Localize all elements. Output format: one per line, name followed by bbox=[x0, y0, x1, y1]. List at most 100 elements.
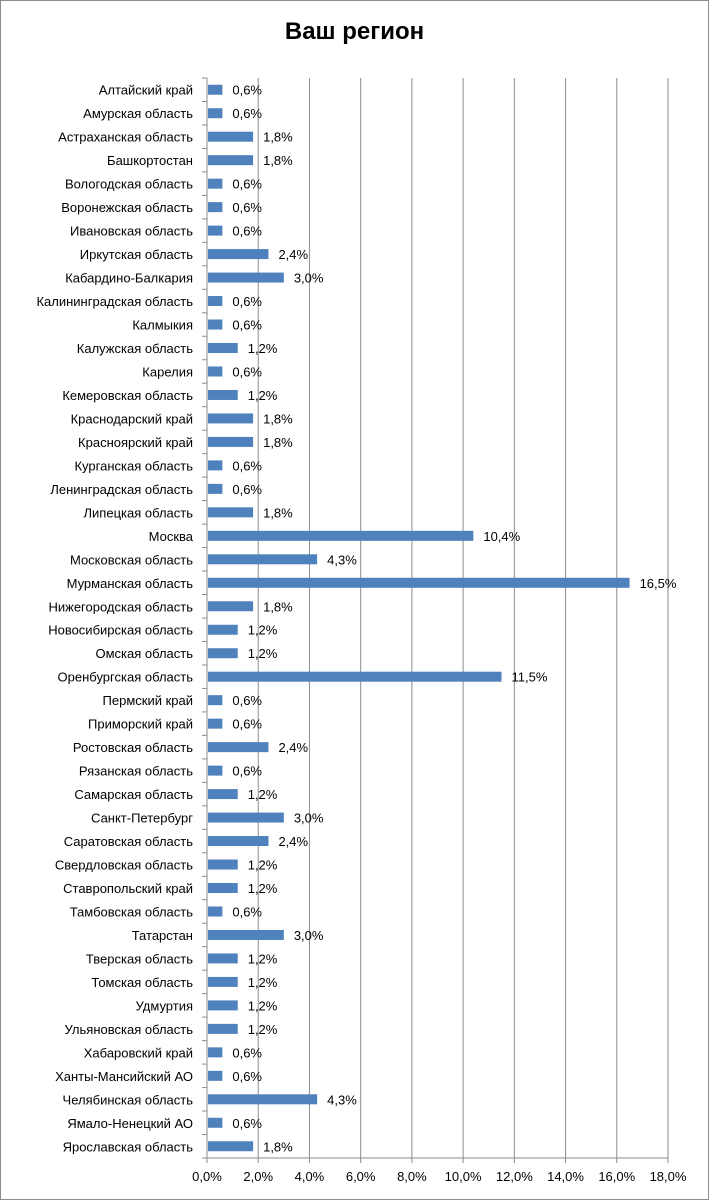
data-label: 1,2% bbox=[248, 975, 278, 990]
bar bbox=[208, 460, 223, 471]
data-label: 1,2% bbox=[248, 388, 278, 403]
category-label: Омская область bbox=[95, 646, 193, 661]
data-label: 1,2% bbox=[248, 646, 278, 661]
category-label: Карелия bbox=[142, 364, 193, 379]
x-tick-label: 14,0% bbox=[547, 1169, 584, 1184]
bar bbox=[208, 812, 284, 823]
bar bbox=[208, 1070, 223, 1081]
bar bbox=[208, 436, 254, 447]
category-label: Ульяновская область bbox=[65, 1022, 194, 1037]
bar bbox=[208, 648, 238, 659]
x-tick-label: 2,0% bbox=[243, 1169, 273, 1184]
category-label: Воронежская область bbox=[61, 200, 193, 215]
category-label: Татарстан bbox=[132, 928, 193, 943]
data-label: 1,2% bbox=[248, 998, 278, 1013]
data-label: 1,8% bbox=[263, 599, 293, 614]
bar bbox=[208, 108, 223, 119]
bar bbox=[208, 554, 318, 565]
category-label: Краснодарский край bbox=[71, 411, 193, 426]
x-tick-label: 4,0% bbox=[295, 1169, 325, 1184]
bar bbox=[208, 1023, 238, 1034]
bar bbox=[208, 765, 223, 776]
bar bbox=[208, 859, 238, 870]
category-label: Пермский край bbox=[103, 693, 193, 708]
category-label: Саратовская область bbox=[64, 834, 193, 849]
bar bbox=[208, 1117, 223, 1128]
axes bbox=[202, 77, 669, 1163]
bar bbox=[208, 249, 269, 260]
data-label: 0,6% bbox=[232, 318, 262, 333]
data-label: 0,6% bbox=[232, 458, 262, 473]
category-label: Томская область bbox=[91, 975, 193, 990]
x-tick-label: 12,0% bbox=[496, 1169, 533, 1184]
category-label: Ленинградская область bbox=[50, 482, 193, 497]
data-label: 0,6% bbox=[232, 1116, 262, 1131]
data-label: 11,5% bbox=[512, 670, 548, 685]
category-label: Калмыкия bbox=[132, 318, 193, 333]
data-label: 1,8% bbox=[263, 130, 293, 145]
category-label: Мурманская область bbox=[67, 576, 194, 591]
labels: 0,0% 2,0% 4,0% 6,0% 8,0% 10,0% 12,0% 14,0% 16,0%… bbox=[36, 83, 686, 1184]
data-label: 0,6% bbox=[232, 224, 262, 239]
data-label: 1,2% bbox=[248, 858, 278, 873]
bar bbox=[208, 155, 254, 166]
data-label: 2,4% bbox=[278, 740, 308, 755]
category-label: Кабардино-Балкария bbox=[65, 271, 193, 286]
category-label: Тамбовская область bbox=[70, 904, 194, 919]
bar bbox=[208, 507, 254, 518]
data-label: 1,2% bbox=[248, 787, 278, 802]
data-label: 0,6% bbox=[232, 717, 262, 732]
bar bbox=[208, 1047, 223, 1058]
bar bbox=[208, 906, 223, 917]
data-label: 0,6% bbox=[232, 177, 262, 192]
data-label: 0,6% bbox=[232, 83, 262, 98]
data-label: 10,4% bbox=[483, 529, 520, 544]
category-label: Тверская область bbox=[86, 951, 193, 966]
data-label: 1,8% bbox=[263, 1139, 293, 1154]
bar bbox=[208, 953, 238, 964]
data-label: 1,8% bbox=[263, 435, 293, 450]
category-label: Приморский край bbox=[88, 717, 193, 732]
bar bbox=[208, 718, 223, 729]
bars bbox=[208, 84, 630, 1152]
bar bbox=[208, 84, 223, 95]
bar bbox=[208, 530, 474, 541]
data-label: 1,8% bbox=[263, 153, 293, 168]
category-label: Ямало-Ненецкий АО bbox=[67, 1116, 193, 1131]
category-label: Амурская область bbox=[83, 106, 193, 121]
category-label: Липецкая область bbox=[84, 505, 194, 520]
bar bbox=[208, 1000, 238, 1011]
category-label: Курганская область bbox=[74, 458, 193, 473]
data-label: 1,8% bbox=[263, 411, 293, 426]
data-label: 1,2% bbox=[248, 881, 278, 896]
bar bbox=[208, 343, 238, 353]
bar bbox=[208, 929, 284, 940]
bar bbox=[208, 883, 238, 893]
data-label: 0,6% bbox=[232, 200, 262, 215]
data-label: 4,3% bbox=[327, 1092, 357, 1107]
x-tick-label: 0,0% bbox=[192, 1169, 222, 1184]
data-label: 3,0% bbox=[294, 928, 324, 943]
bar bbox=[208, 413, 254, 424]
data-label: 4,3% bbox=[327, 552, 357, 567]
category-label: Астраханская область bbox=[58, 130, 193, 145]
category-label: Ставропольский край bbox=[63, 881, 193, 896]
category-label: Красноярский край bbox=[78, 435, 193, 450]
data-label: 16,5% bbox=[640, 576, 677, 591]
data-label: 0,6% bbox=[232, 1045, 262, 1060]
bar bbox=[208, 366, 223, 377]
category-label: Самарская область bbox=[74, 787, 193, 802]
category-label: Удмуртия bbox=[136, 998, 193, 1013]
category-label: Хабаровский край bbox=[84, 1045, 193, 1060]
category-label: Калужская область bbox=[77, 341, 193, 356]
bar bbox=[208, 976, 238, 987]
data-label: 1,2% bbox=[248, 341, 278, 356]
bar bbox=[208, 1094, 318, 1105]
data-label: 3,0% bbox=[294, 811, 324, 826]
x-tick-label: 18,0% bbox=[650, 1169, 687, 1184]
data-label: 3,0% bbox=[294, 271, 324, 286]
bar bbox=[208, 671, 502, 682]
bar bbox=[208, 178, 223, 189]
